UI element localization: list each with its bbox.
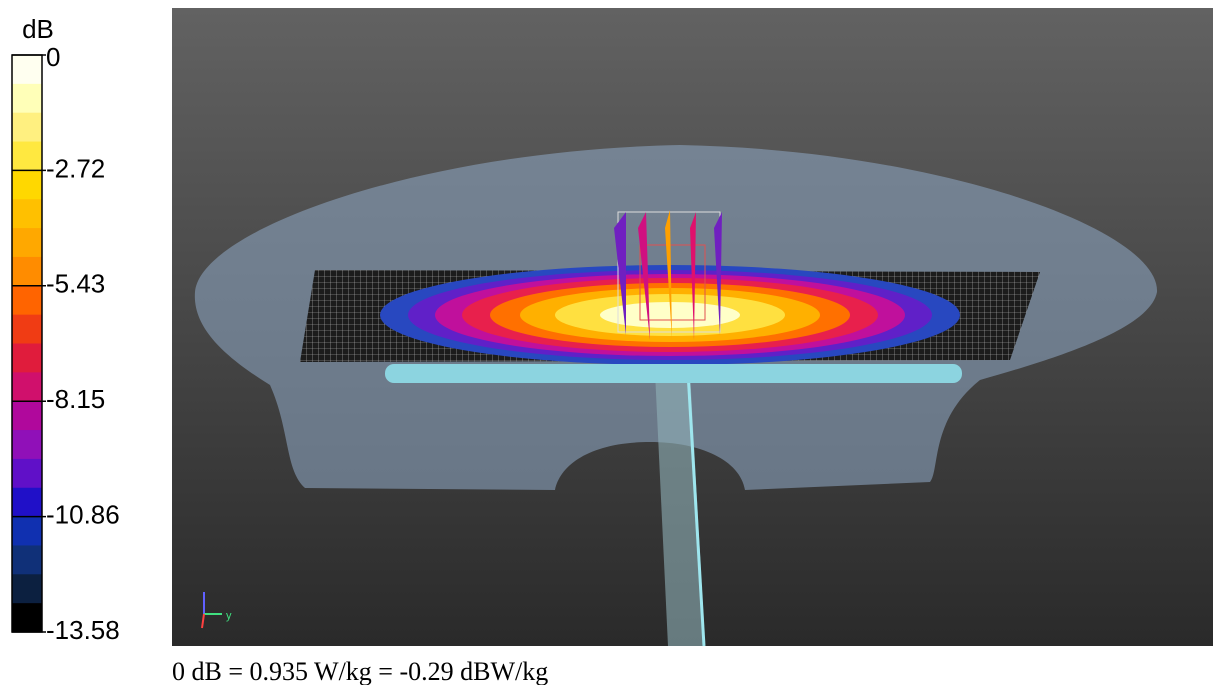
color-band <box>12 516 42 546</box>
color-band <box>12 83 42 114</box>
color-band <box>12 574 42 604</box>
color-band <box>12 141 42 171</box>
colorbar-tick-label: -8.15 <box>46 384 105 414</box>
holder-edge <box>686 371 706 647</box>
3d-view[interactable]: y <box>172 8 1213 647</box>
colorbar-tick-label: -5.43 <box>46 269 105 299</box>
zoom-scan <box>614 210 722 340</box>
triad-y-label: y <box>226 610 232 622</box>
caption: 0 dB = 0.935 W/kg = -0.29 dBW/kg <box>172 657 548 685</box>
holder-bar <box>385 364 962 383</box>
colorbar-tick-label: -10.86 <box>46 499 120 529</box>
color-band <box>12 545 42 575</box>
color-band <box>12 112 42 143</box>
color-band <box>12 228 42 258</box>
colorbar-unit: dB <box>22 14 54 44</box>
color-band <box>12 199 42 229</box>
color-band <box>12 487 42 518</box>
colorbar-tick-label: 0 <box>46 42 60 72</box>
colorbar-tick-label: -2.72 <box>46 153 105 183</box>
sar-distribution <box>380 265 960 365</box>
colorbar: 0 -2.72 -5.43 -8.15 -10.86 -13.58 <box>11 42 120 645</box>
axis-triad: y <box>201 592 232 629</box>
color-band <box>12 603 42 633</box>
color-band <box>12 314 42 344</box>
color-band <box>12 458 42 489</box>
color-band <box>12 256 42 287</box>
color-band <box>12 170 42 200</box>
color-band <box>12 55 42 85</box>
color-band <box>12 430 42 460</box>
colorbar-tick-label: -13.58 <box>46 615 120 645</box>
color-band <box>12 401 42 431</box>
color-band <box>12 343 42 373</box>
color-band <box>12 285 42 316</box>
color-band <box>12 372 42 402</box>
